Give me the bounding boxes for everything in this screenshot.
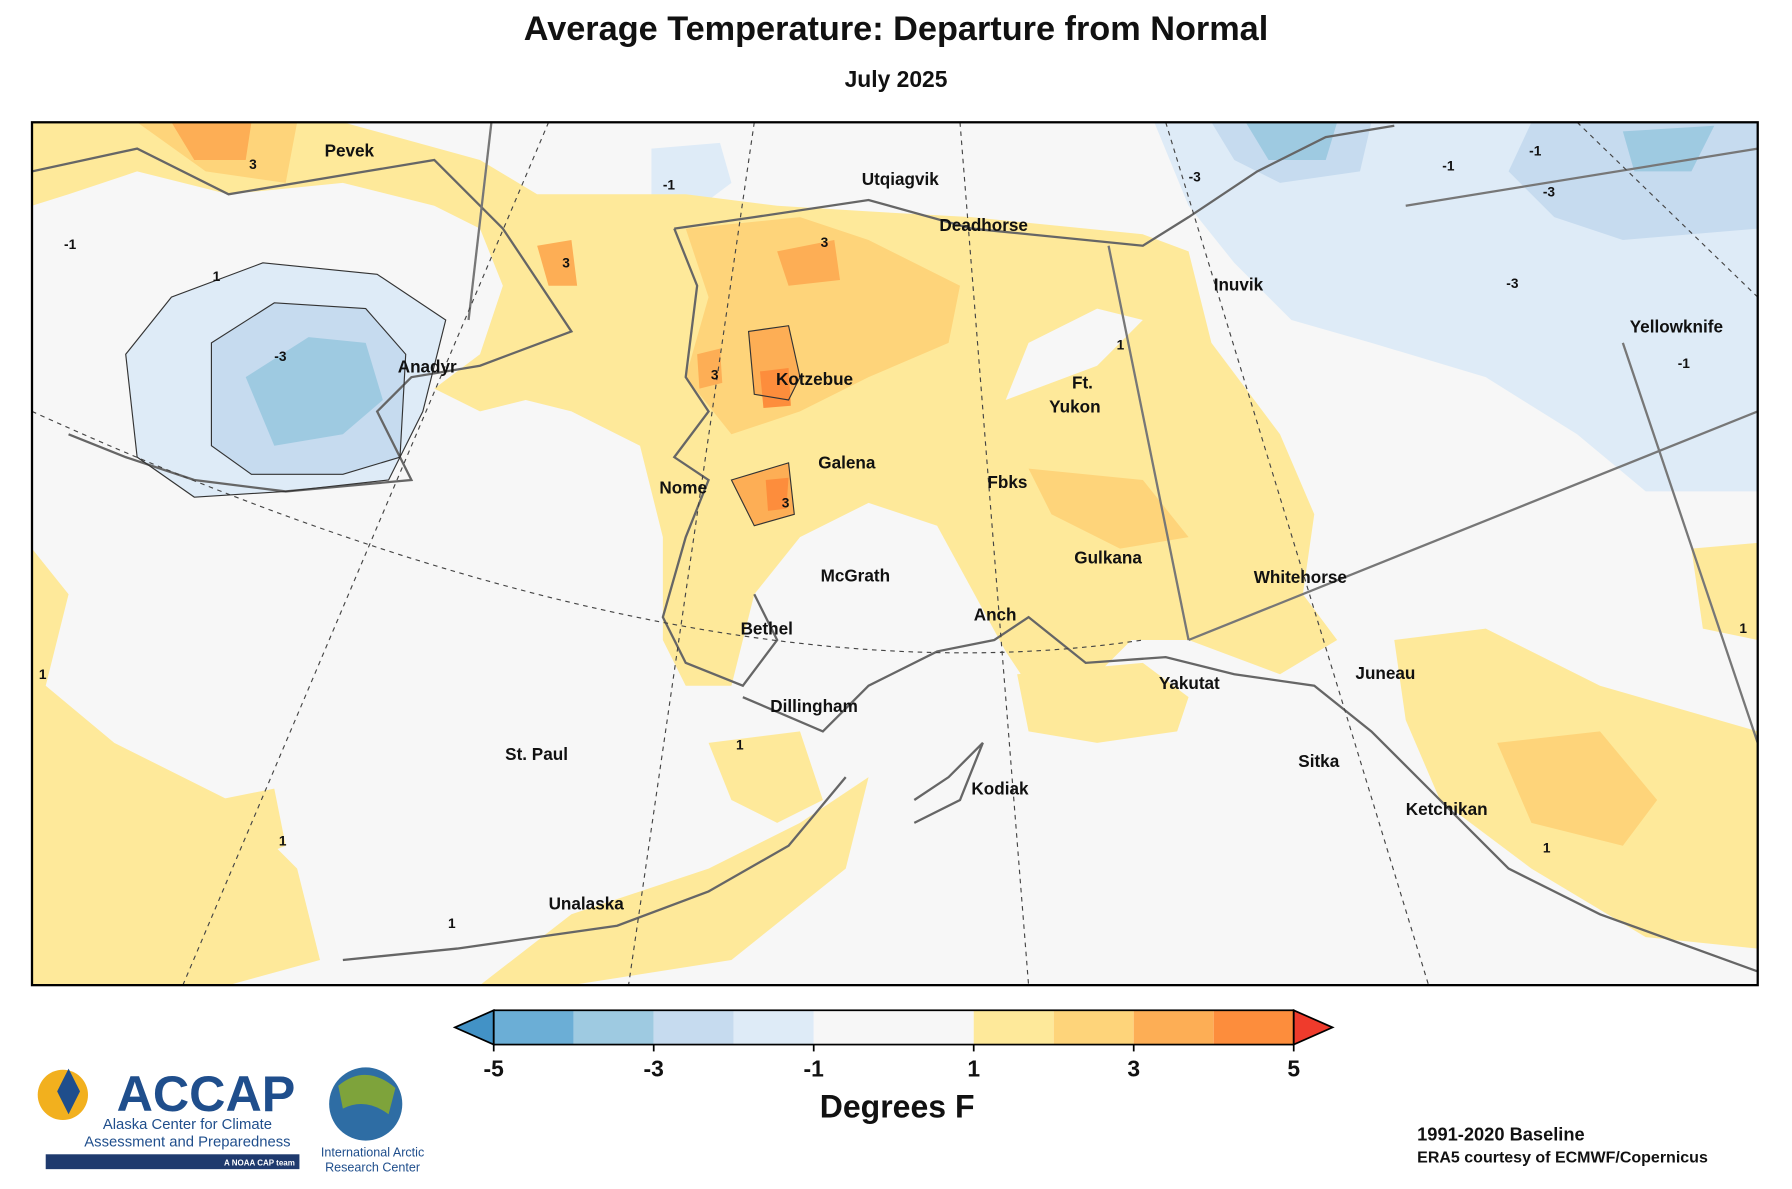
contour-label: -3 xyxy=(1506,276,1519,291)
city-label: St. Paul xyxy=(505,744,568,764)
colorbar-bin xyxy=(653,1010,734,1045)
contour-label: 1 xyxy=(1739,621,1747,636)
colorbar-bin xyxy=(573,1010,654,1045)
colorbar-bin xyxy=(973,1010,1054,1045)
logo-snowflake xyxy=(57,1068,80,1115)
contour-label: 1 xyxy=(213,269,221,284)
neutral-area xyxy=(1005,308,1143,400)
warm-area xyxy=(137,122,1658,846)
city-label: Sitka xyxy=(1298,751,1339,771)
city-label: Inuvik xyxy=(1214,274,1264,294)
cool-area xyxy=(1211,122,1758,240)
city-label: Unalaska xyxy=(549,894,625,914)
city-label: Utqiagvik xyxy=(862,169,940,189)
contour-label: -1 xyxy=(64,237,77,252)
city-label: Kotzebue xyxy=(776,369,853,389)
city-label: Pevek xyxy=(325,141,375,161)
city-label: Yellowknife xyxy=(1630,317,1723,337)
iarc-line: Research Center xyxy=(325,1160,420,1174)
city-label: Anch xyxy=(974,605,1017,625)
colorbar-tick-label: 1 xyxy=(967,1056,980,1082)
warm-area xyxy=(32,122,1338,686)
colorbar-bin xyxy=(813,1010,974,1045)
city-label: Yakutat xyxy=(1159,673,1220,693)
contour-label: -1 xyxy=(1678,356,1691,371)
colorbar-under xyxy=(452,1008,495,1046)
cool-area xyxy=(245,337,383,446)
contour-label: -3 xyxy=(1543,185,1556,200)
iarc-line: International Arctic xyxy=(321,1146,424,1160)
colorbar-bin xyxy=(1053,1010,1134,1045)
contour-label: 1 xyxy=(1117,338,1125,353)
accap-bar xyxy=(45,1154,300,1170)
contour-label: -3 xyxy=(1189,170,1202,185)
contour-label: 1 xyxy=(39,667,47,682)
iarc-logo: International Arctic Research Center xyxy=(321,1067,424,1174)
colorbar-tick-label: -3 xyxy=(644,1056,664,1082)
source-note: ERA5 courtesy of ECMWF/Copernicus xyxy=(1417,1149,1708,1166)
colorbar-over xyxy=(1292,1008,1335,1046)
contour-label: 1 xyxy=(736,738,744,753)
title: Average Temperature: Departure from Norm… xyxy=(524,10,1269,48)
colorbar-bin xyxy=(1213,1010,1294,1045)
colorbar-frame xyxy=(492,1009,1295,1046)
logo-land xyxy=(338,1074,396,1115)
contour-label: -3 xyxy=(274,349,287,364)
city-label: Gulkana xyxy=(1074,547,1142,567)
colorbar-tick-label: -5 xyxy=(484,1056,505,1082)
colorbar: -5 -3 -1 1 3 5 xyxy=(452,1008,1335,1082)
accap-logo: ACCAP Alaska Center for Climate Assessme… xyxy=(37,1065,300,1170)
contour-labels: 3 -1 -1 -3 -1 -3 -3 1 -3 3 3 3 3 1 -1 1 … xyxy=(39,143,1748,931)
city-label: Juneau xyxy=(1355,663,1415,683)
contour-label: 1 xyxy=(1543,841,1551,856)
city-label: Galena xyxy=(818,453,876,473)
city-label: Deadhorse xyxy=(939,215,1028,235)
subtitle: July 2025 xyxy=(845,66,948,92)
city-label: Yukon xyxy=(1049,397,1100,417)
accap-line: Alaska Center for Climate xyxy=(103,1117,272,1133)
contour-label: 3 xyxy=(821,235,829,250)
map: Pevek Utqiagvik Deadhorse Inuvik Yellowk… xyxy=(30,121,1759,987)
map-frame xyxy=(30,121,1759,987)
accap-tag: A NOAA CAP team xyxy=(224,1159,295,1168)
city-label: Fbks xyxy=(987,472,1027,492)
contour-label: -1 xyxy=(1529,143,1542,158)
city-label: Anadyr xyxy=(398,357,457,377)
city-label: Dillingham xyxy=(770,696,858,716)
city-labels: Pevek Utqiagvik Deadhorse Inuvik Yellowk… xyxy=(325,141,1723,914)
contour-label: 1 xyxy=(448,916,456,931)
contour-label: 3 xyxy=(711,367,719,382)
contour-label: 3 xyxy=(562,255,570,270)
city-label: Ft. xyxy=(1072,373,1093,393)
colorbar-tick-label: 5 xyxy=(1287,1056,1300,1082)
contour-label: 1 xyxy=(279,834,287,849)
colorbar-tick-label: -1 xyxy=(804,1056,825,1082)
warm-area xyxy=(32,548,320,986)
colorbar-bin xyxy=(733,1010,814,1045)
colorbar-bin xyxy=(493,1010,574,1045)
city-label: McGrath xyxy=(821,566,890,586)
warm-area xyxy=(760,368,791,511)
colorbar-bin xyxy=(1133,1010,1214,1045)
city-label: Bethel xyxy=(741,618,793,638)
city-label: Nome xyxy=(659,478,707,498)
colorbar-tick-label: 3 xyxy=(1127,1056,1140,1082)
accap-title: ACCAP xyxy=(117,1065,296,1122)
cool-area xyxy=(1245,122,1715,172)
contour-label: -1 xyxy=(663,178,676,193)
contour-label: 3 xyxy=(782,495,790,510)
colorbar-label: Degrees F xyxy=(820,1089,975,1125)
city-label: Kodiak xyxy=(971,778,1029,798)
contour-label: 3 xyxy=(249,157,257,172)
baseline-note: 1991-2020 Baseline xyxy=(1417,1124,1585,1145)
contour-label: -1 xyxy=(1442,158,1455,173)
city-label: Ketchikan xyxy=(1406,799,1488,819)
city-label: Whitehorse xyxy=(1254,567,1347,587)
accap-line: Assessment and Preparedness xyxy=(84,1134,290,1150)
